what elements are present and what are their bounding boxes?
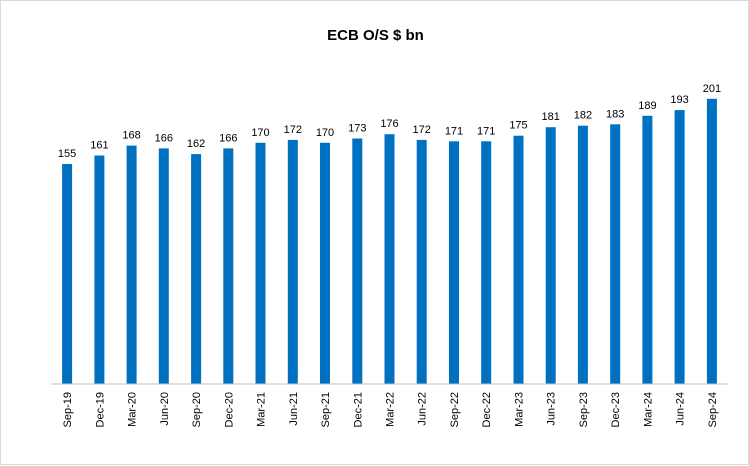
x-tick-label-jun-22: Jun-22 <box>417 392 429 426</box>
data-label-dec-21: 173 <box>348 123 366 135</box>
data-label-mar-23: 175 <box>509 120 527 132</box>
data-label-jun-23: 181 <box>542 111 560 123</box>
bar-jun-21 <box>287 139 298 384</box>
x-tick-label-dec-19: Dec-19 <box>94 392 106 427</box>
bar-dec-20 <box>223 148 234 384</box>
data-label-mar-20: 168 <box>122 130 140 142</box>
bar-sep-24 <box>706 98 717 385</box>
bar-dec-23 <box>610 124 621 385</box>
x-tick-label-sep-21: Sep-21 <box>320 392 332 427</box>
bar-dec-21 <box>352 138 363 384</box>
data-label-dec-20: 166 <box>219 132 237 144</box>
data-label-sep-22: 171 <box>445 125 463 137</box>
x-tick-labels-layer: Sep-19 Dec-19 Mar-20 Jun-20 Sep-20 Dec-20 Mar-… <box>62 392 719 427</box>
data-label-jun-21: 172 <box>284 124 302 136</box>
bar-dec-19 <box>94 155 105 384</box>
x-tick-label-mar-20: Mar-20 <box>127 392 139 427</box>
x-tick-label-dec-22: Dec-22 <box>481 392 493 427</box>
data-label-mar-21: 170 <box>251 127 269 139</box>
bar-sep-21 <box>320 142 330 384</box>
x-tick-label-mar-21: Mar-21 <box>256 392 268 427</box>
data-label-dec-19: 161 <box>90 140 108 152</box>
x-tick-label-jun-21: Jun-21 <box>288 392 300 426</box>
x-tick-label-jun-23: Jun-23 <box>546 392 558 426</box>
x-tick-label-jun-24: Jun-24 <box>675 392 687 426</box>
bar-mar-23 <box>513 135 524 384</box>
x-tick-label-mar-23: Mar-23 <box>514 392 526 427</box>
bar-mar-21 <box>255 142 266 384</box>
bar-mar-20 <box>126 145 137 384</box>
data-label-sep-21: 170 <box>316 127 334 139</box>
bar-dec-22 <box>481 141 492 384</box>
bar-jun-20 <box>158 148 169 384</box>
x-tick-label-mar-22: Mar-22 <box>385 392 397 427</box>
bar-mar-24 <box>642 115 653 385</box>
data-label-jun-24: 193 <box>670 94 688 106</box>
data-label-sep-20: 162 <box>187 138 205 150</box>
data-label-dec-22: 171 <box>477 125 495 137</box>
data-label-dec-23: 183 <box>606 108 624 120</box>
x-tick-label-sep-20: Sep-20 <box>191 392 203 427</box>
bar-sep-23 <box>577 125 588 384</box>
bar-sep-22 <box>449 141 459 384</box>
data-label-sep-23: 182 <box>574 110 592 122</box>
data-label-sep-24: 201 <box>703 83 721 95</box>
data-label-sep-19: 155 <box>58 148 76 160</box>
x-tick-label-sep-19: Sep-19 <box>62 392 74 427</box>
x-tick-label-sep-24: Sep-24 <box>707 392 719 427</box>
bar-sep-19 <box>62 164 73 384</box>
x-tick-label-dec-20: Dec-20 <box>223 392 235 427</box>
x-tick-label-sep-23: Sep-23 <box>578 392 590 427</box>
data-label-mar-24: 189 <box>638 100 656 112</box>
x-tick-label-jun-20: Jun-20 <box>159 392 171 426</box>
data-label-jun-20: 166 <box>155 132 173 144</box>
bar-jun-22 <box>416 139 427 384</box>
bar-sep-20 <box>191 154 202 384</box>
data-label-jun-22: 172 <box>413 124 431 136</box>
bar-mar-22 <box>384 134 395 384</box>
bars-layer <box>62 98 717 385</box>
x-tick-label-dec-21: Dec-21 <box>352 392 364 427</box>
data-label-mar-22: 176 <box>380 118 398 130</box>
chart-title: ECB O/S $ bn <box>327 27 424 44</box>
bar-jun-23 <box>545 127 556 384</box>
bar-jun-24 <box>674 110 685 384</box>
x-tick-label-dec-23: Dec-23 <box>610 392 622 427</box>
data-labels-layer: 155 161 168 166 162 166 170 172 170 173 176 172 171 1… <box>58 83 721 160</box>
x-tick-label-sep-22: Sep-22 <box>449 392 461 427</box>
x-tick-label-mar-24: Mar-24 <box>642 392 654 427</box>
